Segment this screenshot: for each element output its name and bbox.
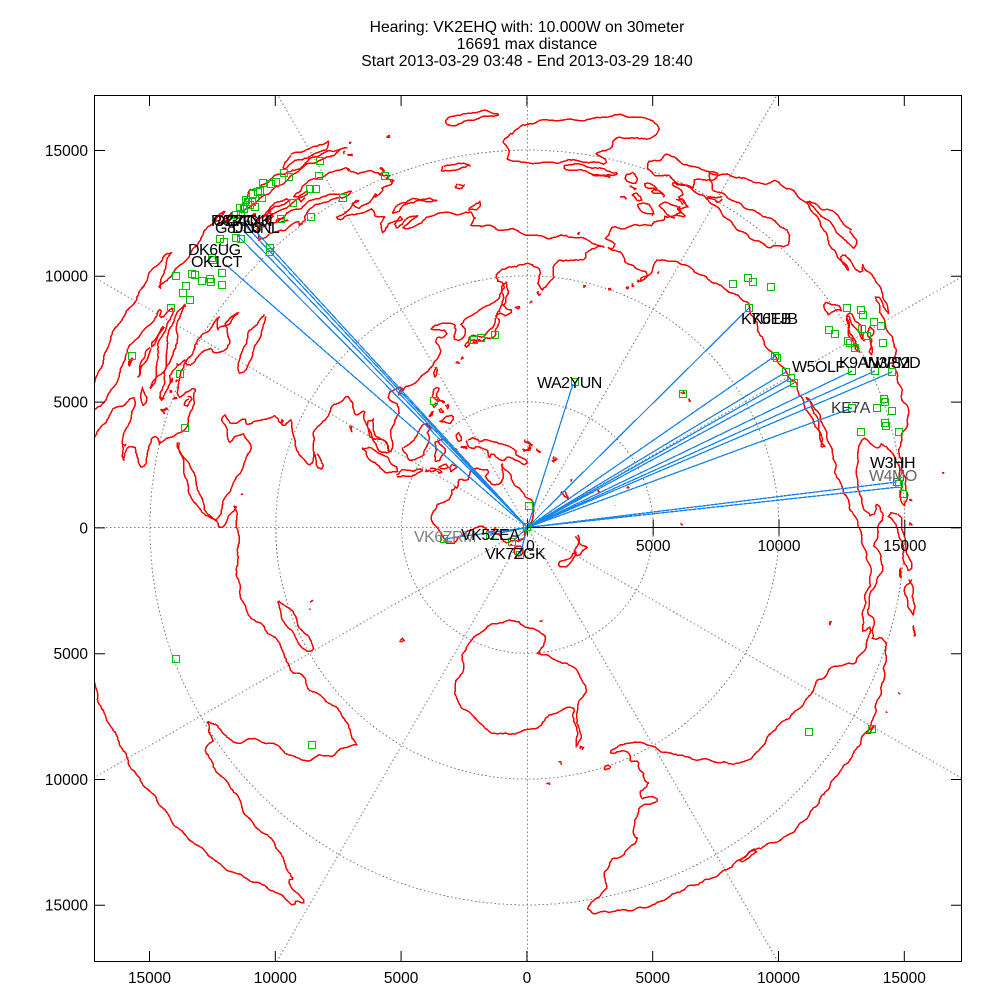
svg-text:W5OLF: W5OLF (792, 359, 845, 376)
svg-text:DK6UG: DK6UG (188, 242, 241, 259)
svg-text:KE7A: KE7A (831, 400, 871, 417)
svg-text:Hearing: VK2EHQ with: 10.000W: Hearing: VK2EHQ with: 10.000W on 30meter (370, 19, 685, 36)
svg-text:15000: 15000 (45, 143, 88, 160)
svg-text:10000: 10000 (254, 970, 297, 987)
svg-text:15000: 15000 (45, 898, 88, 915)
svg-text:OK1CT: OK1CT (191, 254, 243, 271)
svg-text:DL6NL: DL6NL (232, 220, 280, 237)
svg-text:K6TJB: K6TJB (752, 311, 798, 328)
svg-text:15000: 15000 (883, 970, 926, 987)
svg-text:0: 0 (523, 970, 532, 987)
svg-text:W4MO: W4MO (869, 468, 917, 485)
svg-text:10000: 10000 (45, 772, 88, 789)
svg-text:5000: 5000 (54, 395, 89, 412)
svg-text:WS2D: WS2D (876, 355, 920, 372)
svg-text:VK5ZEA: VK5ZEA (461, 527, 520, 544)
svg-text:K7UEB: K7UEB (741, 311, 791, 328)
svg-text:0: 0 (79, 520, 88, 537)
svg-text:W3HH: W3HH (870, 455, 915, 472)
svg-text:10000: 10000 (757, 538, 800, 555)
svg-text:5000: 5000 (384, 970, 419, 987)
svg-text:5000: 5000 (635, 970, 670, 987)
svg-text:WA2YUN: WA2YUN (537, 375, 602, 392)
svg-text:VK7ZGK: VK7ZGK (485, 546, 546, 563)
svg-text:5000: 5000 (54, 646, 89, 663)
svg-text:PA3GYK: PA3GYK (211, 213, 272, 230)
svg-text:0: 0 (526, 538, 535, 555)
svg-text:K9AN: K9AN (839, 355, 879, 372)
svg-text:5000: 5000 (636, 538, 671, 555)
svg-text:G4CUI: G4CUI (226, 213, 272, 230)
svg-text:Start 2013-03-29 03:48 - End 2: Start 2013-03-29 03:48 - End 2013-03-29 … (361, 53, 693, 70)
svg-text:G8JNJ: G8JNJ (215, 220, 261, 237)
svg-text:10000: 10000 (757, 970, 800, 987)
svg-text:15000: 15000 (883, 538, 926, 555)
svg-text:VK6ZRM: VK6ZRM (414, 529, 476, 546)
svg-text:15000: 15000 (128, 970, 171, 987)
svg-text:10000: 10000 (45, 269, 88, 286)
svg-text:W3PM: W3PM (864, 355, 910, 372)
svg-text:OZ7IT: OZ7IT (213, 213, 257, 230)
svg-text:16691 max distance: 16691 max distance (457, 36, 598, 53)
